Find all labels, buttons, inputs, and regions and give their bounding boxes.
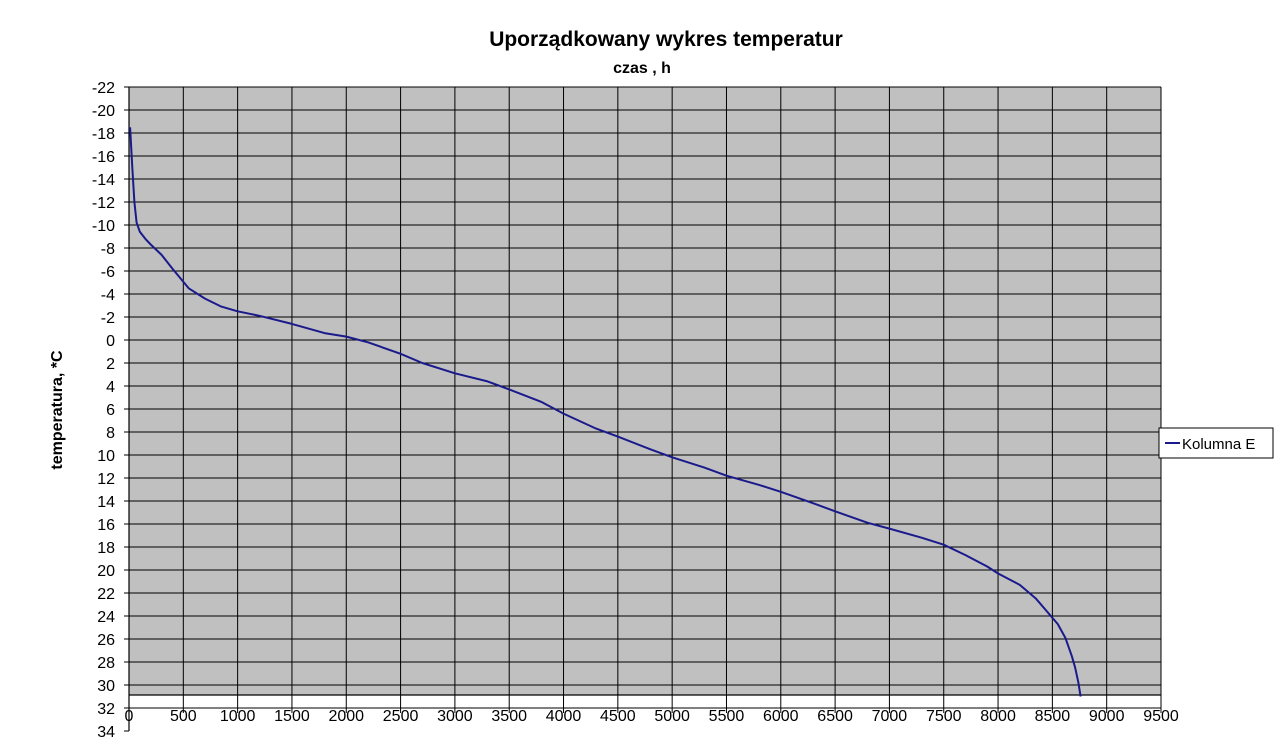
x-tick-labels: 0 500 1000 1500 2000 2500 3000 3500 4000 4500 5000…: [125, 708, 1179, 725]
y-tick-label: 22: [97, 586, 115, 603]
x-tick-label: 9500: [1143, 708, 1179, 725]
x-tick-label: 1500: [274, 708, 310, 725]
y-tick-label: 2: [106, 356, 115, 373]
x-tick-label: 8500: [1035, 708, 1071, 725]
y-tick-label: -14: [92, 172, 115, 189]
y-tick-label: -8: [101, 241, 115, 258]
x-tick-label: 4500: [600, 708, 636, 725]
y-tick-label: 14: [97, 494, 115, 511]
x-tick-label: 9000: [1089, 708, 1125, 725]
y-tick-label: -18: [92, 126, 115, 143]
x-axis-title: czas , h: [613, 60, 671, 77]
x-tick-label: 6000: [763, 708, 799, 725]
x-tick-label: 3000: [437, 708, 473, 725]
x-tick-label: 0: [125, 708, 134, 725]
series-line-kolumna-e: [129, 127, 1082, 697]
y-tick-label: 32: [97, 701, 115, 718]
y-tick-label: 34: [97, 724, 115, 741]
series-layer: [129, 127, 1082, 697]
x-tick-label: 3500: [491, 708, 527, 725]
y-tick-label: 4: [106, 379, 115, 396]
y-tick-label: -6: [101, 264, 115, 281]
x-tick-label: 7500: [926, 708, 962, 725]
y-tick-label: 8: [106, 425, 115, 442]
x-tick-label: 6500: [817, 708, 853, 725]
y-tick-label: -4: [101, 287, 115, 304]
x-tick-label: 4000: [546, 708, 582, 725]
y-tick-label: -22: [92, 80, 115, 97]
chart-title: Uporządkowany wykres temperatur: [489, 28, 843, 51]
y-tick-label: 12: [97, 471, 115, 488]
plot-area: [129, 87, 1161, 695]
y-tick-label: -12: [92, 195, 115, 212]
x-tick-label: 1000: [220, 708, 256, 725]
y-tick-label: -16: [92, 149, 115, 166]
y-tick-label: 28: [97, 655, 115, 672]
legend-label: Kolumna E: [1182, 436, 1255, 453]
y-axis-title: temperatura, *C: [49, 350, 66, 470]
legend-box: [1158, 427, 1274, 459]
x-tick-label: 2500: [383, 708, 419, 725]
y-tick-label: 20: [97, 563, 115, 580]
y-tick-label: -20: [92, 103, 115, 120]
y-tick-label: 26: [97, 632, 115, 649]
y-tick-label: 10: [97, 448, 115, 465]
grid-lines: [124, 86, 1162, 732]
x-tick-label: 8000: [980, 708, 1016, 725]
y-tick-label: -2: [101, 310, 115, 327]
y-tick-label: 24: [97, 609, 115, 626]
x-tick-label: 500: [170, 708, 197, 725]
y-tick-label: 30: [97, 678, 115, 695]
y-tick-label: 16: [97, 517, 115, 534]
y-tick-label: -10: [92, 218, 115, 235]
y-tick-label: 0: [106, 333, 115, 350]
y-tick-label: 6: [106, 402, 115, 419]
axes: [128, 87, 1161, 731]
x-tick-label: 7000: [872, 708, 908, 725]
legend: Kolumna E: [1158, 427, 1274, 459]
x-tick-label: 5500: [709, 708, 745, 725]
x-tick-label: 5000: [654, 708, 690, 725]
y-tick-labels: -22-20-18-16-14-12-10-8-6-4-202468101214…: [92, 80, 115, 741]
x-tick-label: 2000: [328, 708, 364, 725]
y-tick-label: 18: [97, 540, 115, 557]
